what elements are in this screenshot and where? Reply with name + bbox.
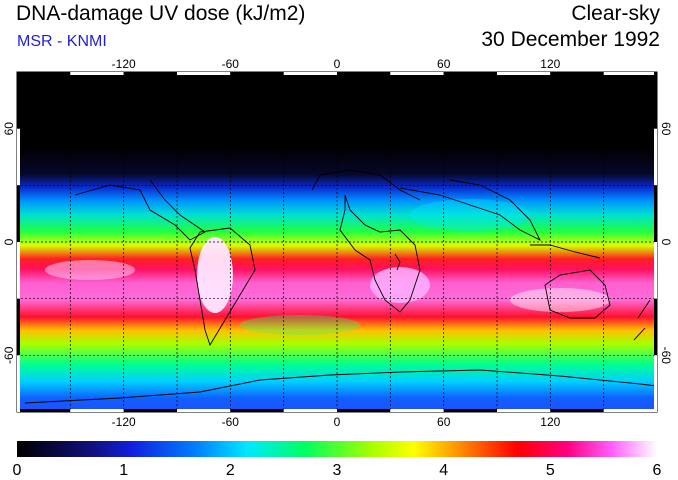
colorbar-label: 4 [439, 462, 448, 479]
source-label: MSR - KNMI [17, 33, 107, 50]
lon-tick-label: 120 [540, 57, 560, 71]
colorbar-label: 0 [13, 462, 22, 479]
lat-tick-label: -60 [2, 346, 16, 364]
lat-ticks-right: 60 0 -60 [659, 122, 673, 364]
colorbar-label: 1 [119, 462, 128, 479]
colorbar-label: 3 [333, 462, 342, 479]
colorbar-label: 5 [546, 462, 555, 479]
lat-tick-label: 60 [659, 122, 673, 136]
map-date: 30 December 1992 [481, 28, 660, 51]
lat-tick-label: 60 [2, 122, 16, 136]
lon-tick-label: 0 [334, 415, 341, 429]
lat-tick-label: 0 [659, 239, 673, 246]
colorbar-label: 6 [653, 462, 662, 479]
map-frame [16, 71, 658, 413]
lon-tick-label: 0 [334, 57, 341, 71]
map-title: DNA-damage UV dose (kJ/m2) [16, 2, 306, 25]
lon-tick-label: 120 [540, 415, 560, 429]
graticule [17, 72, 657, 412]
lat-tick-label: -60 [659, 347, 673, 365]
colorbar-label: 2 [226, 462, 235, 479]
lat-tick-label: 0 [2, 238, 16, 245]
dose-anomalies [45, 199, 610, 335]
lon-tick-label: 60 [437, 415, 451, 429]
lon-tick-label: -120 [112, 415, 136, 429]
colorbar [17, 441, 657, 457]
sky-condition: Clear-sky [571, 2, 660, 25]
lon-ticks-bottom: -120 -60 0 60 120 [112, 415, 561, 429]
lat-ticks-left: 60 0 -60 [2, 122, 16, 364]
lon-tick-label: -120 [112, 57, 136, 71]
colorbar-labels: 0 1 2 3 4 5 6 [13, 462, 662, 479]
coastlines [24, 169, 657, 404]
lon-tick-label: -60 [222, 57, 240, 71]
lon-tick-label: -60 [222, 415, 240, 429]
lon-ticks-top: -120 -60 0 60 120 [112, 57, 561, 71]
lon-tick-label: 60 [437, 57, 451, 71]
